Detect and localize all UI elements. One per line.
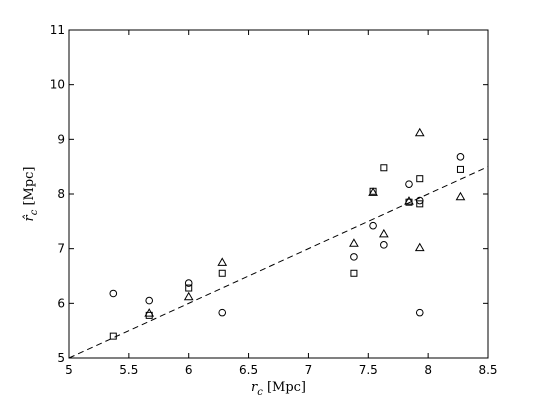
square-marker	[416, 175, 424, 183]
y-tick-label: 11	[50, 23, 65, 37]
x-tick-label: 8.5	[478, 363, 497, 377]
tick-labels: 5 5.5 6 6.5 7 7.5 8 8.5 5 6 7 8 9 10 11	[50, 23, 498, 377]
y-tick-label: 8	[57, 187, 65, 201]
x-tick-label: 8	[424, 363, 432, 377]
y-tick-label: 5	[57, 351, 65, 365]
y-tick-label: 7	[57, 242, 65, 256]
y-tick-label: 6	[57, 296, 65, 310]
data-points	[109, 127, 466, 340]
triangle-marker	[378, 228, 389, 238]
triangle-marker	[455, 191, 466, 201]
x-tick-label: 7	[305, 363, 313, 377]
circle-marker	[380, 241, 388, 249]
circle-marker	[350, 253, 358, 261]
square-marker	[350, 269, 358, 277]
x-tick-label: 7.5	[359, 363, 378, 377]
square-marker	[380, 164, 388, 172]
y-tick-label: 9	[57, 132, 65, 146]
axis-ticks	[68, 29, 489, 359]
triangle-marker	[349, 238, 359, 247]
triangle-marker	[217, 257, 228, 266]
x-tick-label: 6	[185, 363, 193, 377]
triangle-marker	[368, 187, 378, 196]
reference-line	[68, 166, 489, 359]
circle-marker	[109, 289, 118, 298]
x-tick-label: 6.5	[239, 363, 258, 377]
circle-marker	[369, 221, 377, 230]
x-axis-label: rc [Mpc]	[251, 380, 306, 398]
triangle-marker	[144, 308, 155, 317]
x-tick-label: 5.5	[119, 363, 138, 377]
triangle-marker	[414, 127, 425, 137]
circle-marker	[184, 279, 193, 287]
circle-marker	[415, 308, 424, 317]
circle-marker	[218, 308, 227, 317]
square-marker	[456, 165, 464, 173]
triangle-marker	[183, 291, 194, 301]
circle-marker	[456, 153, 465, 161]
triangle-marker	[404, 196, 414, 205]
square-marker	[185, 284, 193, 292]
square-marker	[109, 332, 117, 340]
square-marker	[416, 200, 424, 208]
x-tick-label: 5	[65, 363, 73, 377]
triangle-marker	[414, 242, 425, 252]
plot-frame	[68, 29, 489, 359]
square-marker	[218, 269, 226, 277]
y-axis-label: r̂c [Mpc]	[22, 166, 40, 221]
circle-marker	[405, 180, 413, 188]
circle-marker	[145, 296, 154, 305]
y-tick-label: 10	[50, 78, 65, 92]
